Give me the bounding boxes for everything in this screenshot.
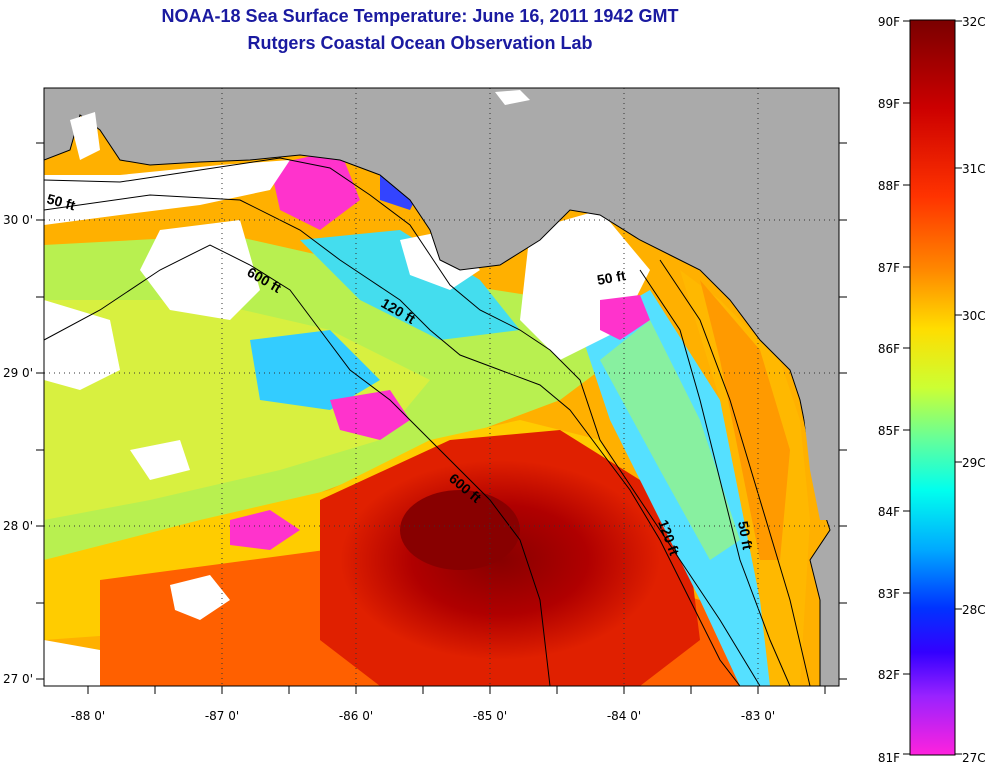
colorbar-f-label: 89F [878, 97, 900, 111]
colorbar-f-label: 87F [878, 261, 900, 275]
map-field [44, 88, 839, 686]
colorbar-c-label: 32C [962, 15, 986, 29]
colorbar-c-label: 29C [962, 456, 986, 470]
chart-subtitle: Rutgers Coastal Ocean Observation Lab [247, 33, 593, 53]
colorbar: 90F 89F 88F 87F 86F 85F 84F 83F 82F 81F … [878, 15, 986, 765]
colorbar-f-label: 88F [878, 179, 900, 193]
lon-tick-label: -85 0' [473, 709, 507, 723]
contour-label: 50 ft [45, 190, 77, 213]
lon-tick-label: -86 0' [339, 709, 373, 723]
contour-label: 50 ft [735, 520, 756, 551]
lon-tick-label: -84 0' [607, 709, 641, 723]
lon-tick-label: -83 0' [741, 709, 775, 723]
colorbar-gradient [909, 19, 956, 756]
chart-title: NOAA-18 Sea Surface Temperature: June 16… [161, 6, 679, 26]
colorbar-f-label: 90F [878, 15, 900, 29]
colorbar-f-label: 86F [878, 342, 900, 356]
lat-tick-label: 29 0' [3, 366, 33, 380]
lat-tick-label: 28 0' [3, 519, 33, 533]
map-frame [43, 87, 840, 687]
colorbar-f-label: 82F [878, 668, 900, 682]
lon-tick-label: -87 0' [205, 709, 239, 723]
axis-ticks [36, 142, 847, 694]
lat-tick-label: 30 0' [3, 213, 33, 227]
lon-tick-label: -88 0' [71, 709, 105, 723]
colorbar-f-label: 83F [878, 587, 900, 601]
colorbar-f-label: 81F [878, 751, 900, 765]
contour-label: 50 ft [596, 267, 627, 288]
colorbar-c-label: 30C [962, 309, 986, 323]
colorbar-c-label: 27C [962, 751, 986, 765]
colorbar-c-label: 28C [962, 603, 986, 617]
lat-tick-label: 27 0' [3, 672, 33, 686]
colorbar-f-label: 85F [878, 424, 900, 438]
colorbar-c-label: 31C [962, 162, 986, 176]
colorbar-f-label: 84F [878, 505, 900, 519]
